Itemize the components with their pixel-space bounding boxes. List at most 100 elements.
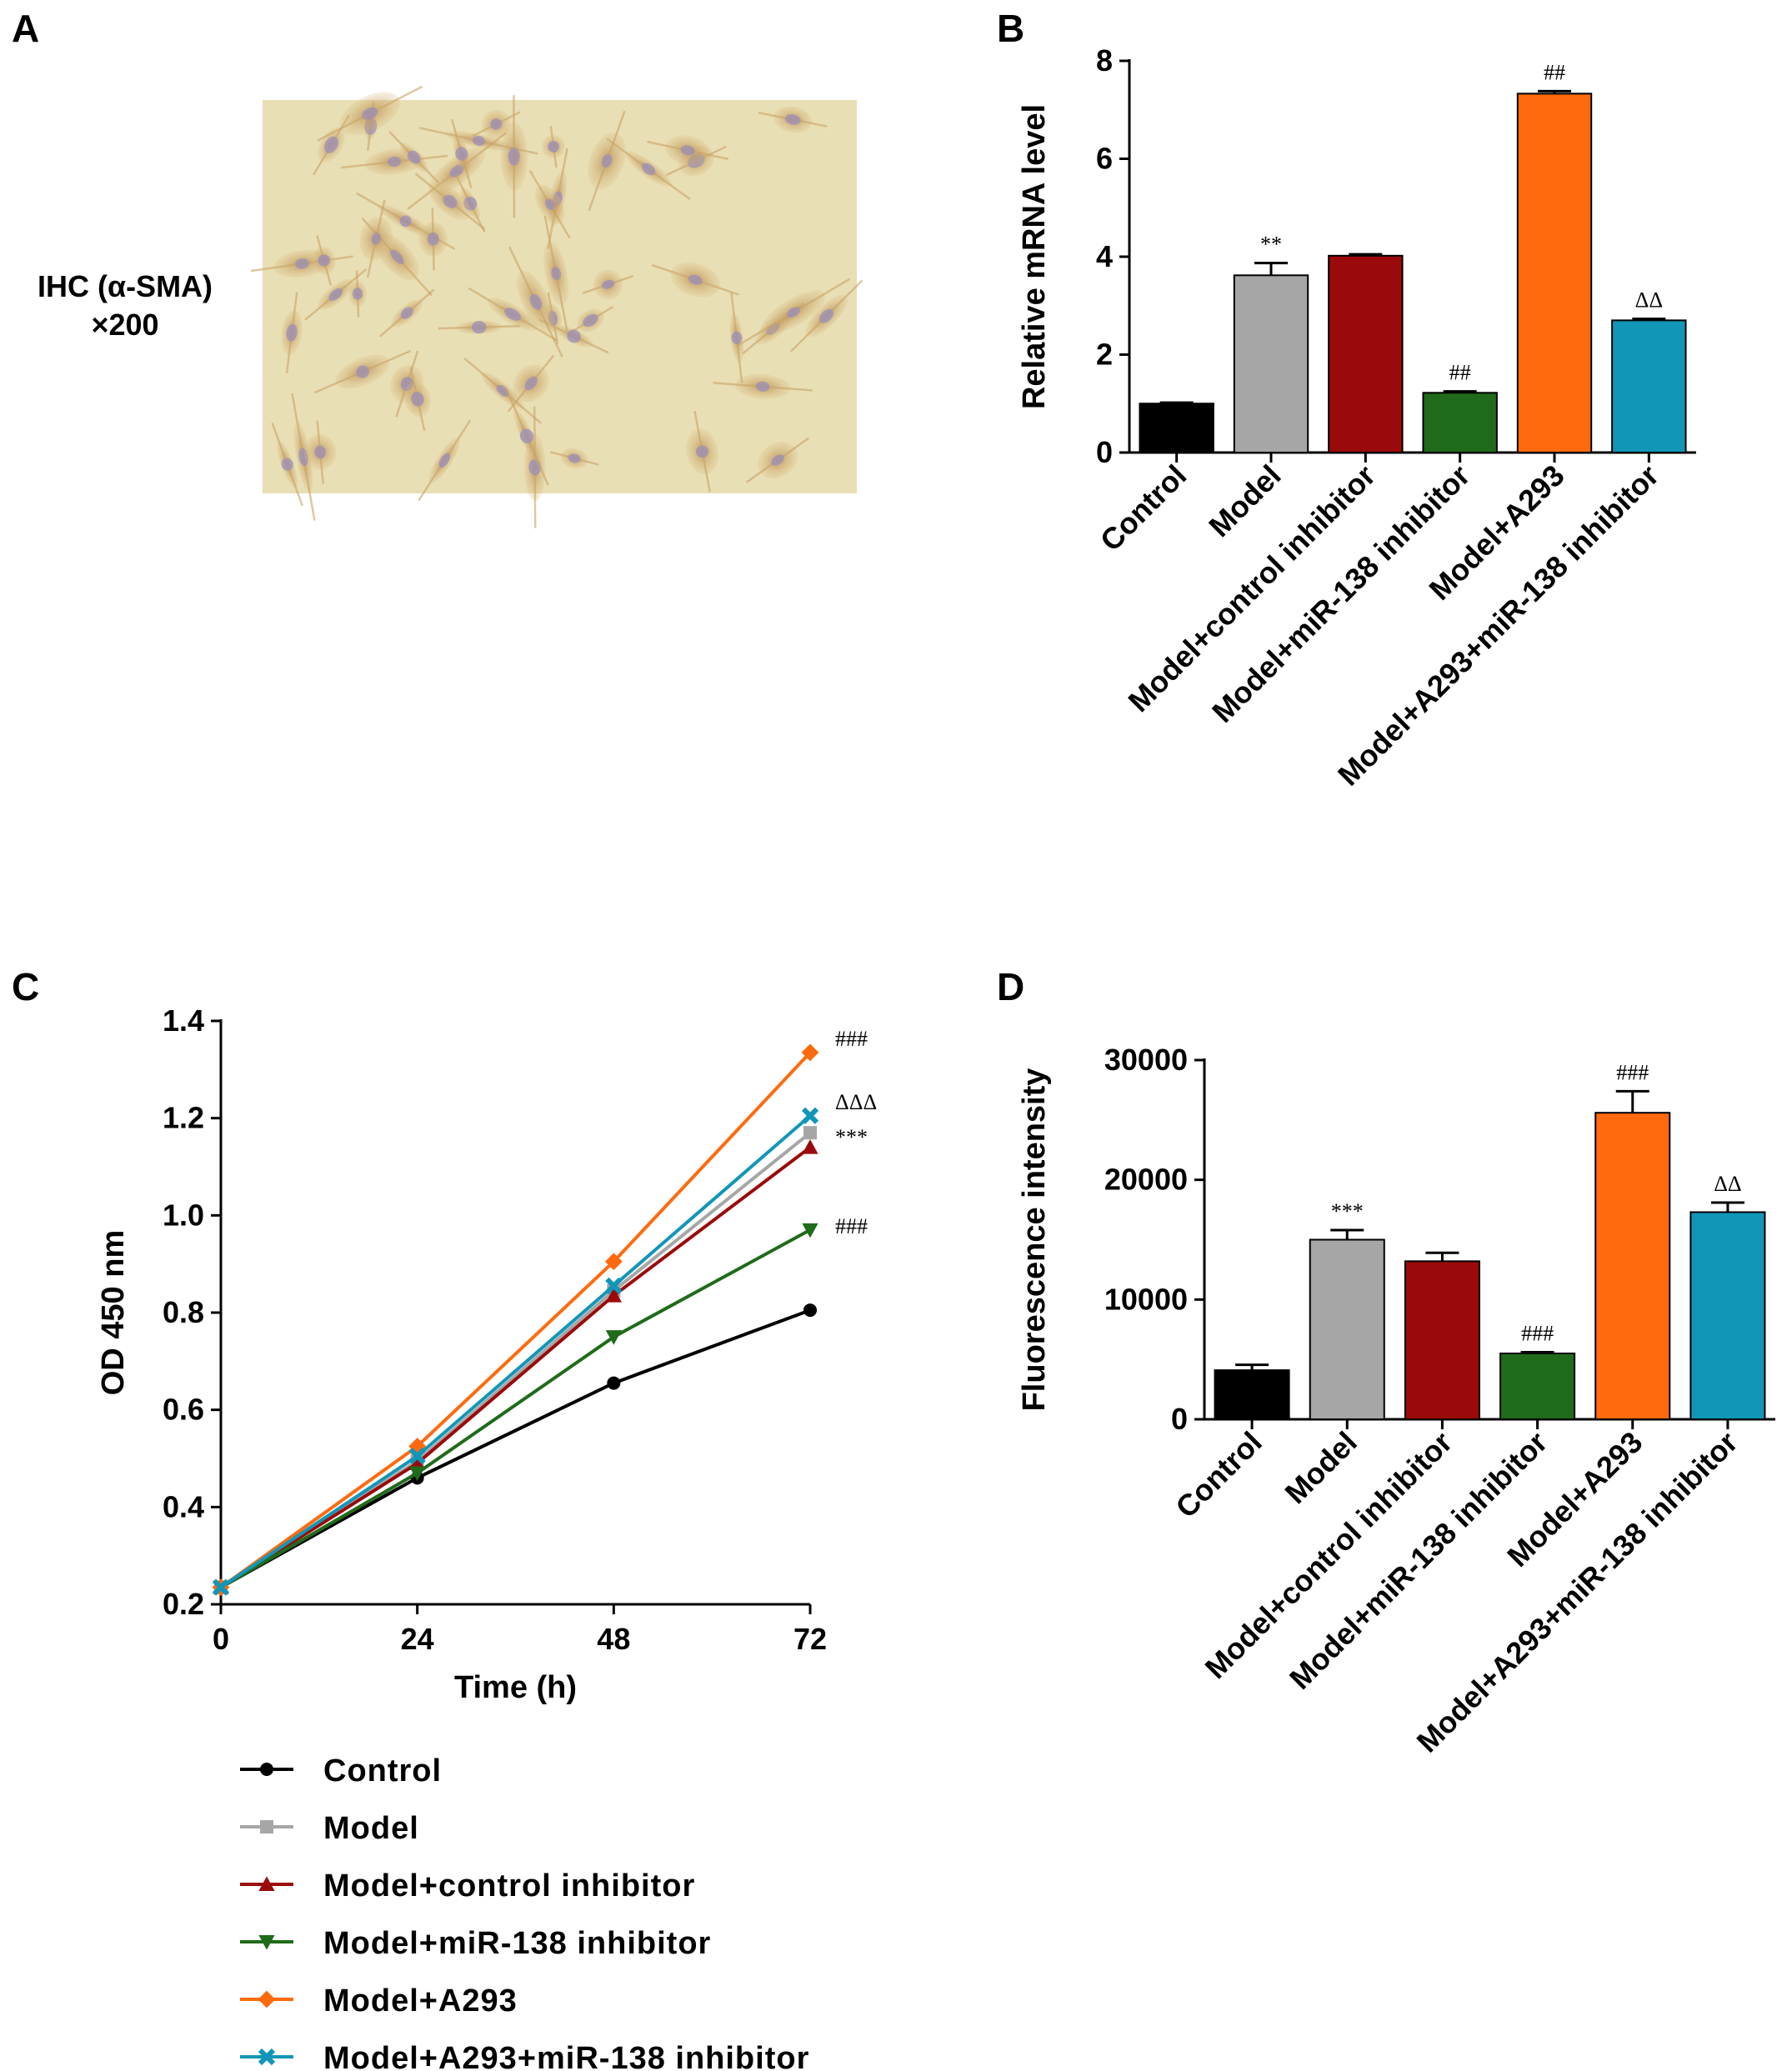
- panel-letter-b: B: [997, 7, 1024, 50]
- series-line: [219, 1131, 812, 1589]
- data-point: [604, 1253, 623, 1271]
- data-point: [212, 1578, 230, 1596]
- micrograph-cell: [418, 419, 472, 502]
- cell-nucleus: [568, 453, 581, 463]
- legend-marker: [260, 1763, 273, 1776]
- cell-nucleus: [544, 198, 555, 210]
- significance-mark: ##: [1544, 60, 1565, 84]
- cell-nucleus: [356, 365, 369, 378]
- cell-nucleus: [399, 215, 412, 228]
- bar-model-mir-138-inhibitor: [1422, 392, 1498, 454]
- micrograph-cell: [789, 279, 863, 353]
- x-tick-label: 48: [597, 1622, 630, 1656]
- series-line: [219, 1114, 812, 1589]
- micrograph-cell: [418, 208, 448, 271]
- micrograph-cell: [543, 215, 569, 332]
- significance-mark: ###: [1616, 1060, 1649, 1084]
- x-category-label: Control: [1169, 1425, 1268, 1524]
- x-axis-title: Time (h): [454, 1670, 577, 1705]
- significance-mark: ΔΔΔ: [835, 1090, 877, 1114]
- y-tick-label: 6: [1096, 142, 1113, 176]
- legend-item-model-control-inhibitor: Model+control inhibitor: [240, 1868, 695, 1903]
- cell-nucleus: [281, 458, 293, 471]
- cell-nucleus: [771, 454, 784, 466]
- panel-letter-d: D: [997, 965, 1024, 1008]
- series-model: [214, 1126, 817, 1594]
- bar-model: [1233, 274, 1309, 454]
- cell-nucleus: [688, 274, 703, 285]
- y-tick-label: 4: [1096, 239, 1113, 273]
- legend-item-control: Control: [240, 1753, 441, 1788]
- significance-mark: ###: [835, 1027, 868, 1051]
- series-model-control-inhibitor: [213, 1139, 818, 1594]
- series-line: [220, 1308, 811, 1589]
- micrograph-cell: [291, 393, 316, 521]
- significance-mark: **: [1260, 233, 1282, 257]
- micrograph-cell: [542, 125, 565, 168]
- bar-control: [1139, 403, 1214, 453]
- x-category-label: Model: [1202, 458, 1288, 544]
- micrograph-cell: [414, 173, 486, 231]
- cell-nucleus: [504, 308, 522, 321]
- marker-stroke: [212, 1578, 230, 1596]
- cell-nucleus: [314, 445, 326, 459]
- cell-nucleus: [295, 258, 309, 269]
- cell-nucleus: [508, 148, 520, 166]
- cell-nucleus: [601, 153, 613, 168]
- micrograph-cell: [528, 170, 571, 239]
- micrograph-cell: [504, 386, 549, 486]
- cell-nucleus: [471, 321, 487, 334]
- series-model-a293: [212, 1043, 819, 1596]
- y-tick-label: 1.0: [163, 1198, 204, 1232]
- magnification-label: ×200: [91, 308, 158, 342]
- micrograph-cell: [281, 292, 303, 373]
- cell-nucleus: [427, 232, 439, 246]
- legend-label: Model+control inhibitor: [323, 1868, 695, 1903]
- y-tick-label: 0.8: [163, 1295, 204, 1329]
- y-tick-label: 10000: [1104, 1282, 1188, 1316]
- y-axis-title: Fluorescence intensity: [1017, 1068, 1052, 1412]
- micrograph-cell: [407, 132, 508, 211]
- micrograph-cell: [651, 262, 739, 298]
- y-tick-label: 0.6: [163, 1393, 204, 1427]
- bar-model-a293-mir-138-inhibitor: [1689, 1211, 1766, 1420]
- micrograph-cell: [303, 420, 337, 484]
- cell-nucleus: [490, 118, 503, 130]
- cell-nucleus: [387, 156, 402, 168]
- cell-nucleus: [548, 140, 560, 153]
- legend-label: Model+miR-138 inhibitor: [323, 1926, 711, 1961]
- cell-nucleus: [786, 307, 800, 318]
- marker-stroke: [605, 1277, 623, 1295]
- series-line: [219, 1051, 812, 1589]
- series-line: [219, 1146, 812, 1589]
- cell-nucleus: [641, 163, 656, 176]
- ihc-stain-label: IHC (α-SMA): [38, 269, 213, 303]
- y-tick-label: 0: [1096, 435, 1113, 469]
- micrograph-cell: [468, 287, 558, 342]
- cell-nucleus: [784, 114, 801, 125]
- legend-item-model: Model: [240, 1811, 418, 1846]
- significance-mark: ΔΔ: [1714, 1172, 1741, 1196]
- micrograph-cell: [313, 114, 350, 176]
- series-model-mir-138-inhibitor: [213, 1223, 818, 1596]
- data-point: [801, 1043, 819, 1062]
- cell-nucleus: [601, 279, 615, 289]
- cell-nucleus: [695, 445, 709, 458]
- micrograph-cell: [388, 130, 440, 184]
- y-tick-label: 1.4: [163, 1003, 204, 1038]
- cell-nucleus: [352, 288, 363, 300]
- cell-nucleus: [455, 147, 468, 161]
- y-tick-label: 0.4: [163, 1489, 204, 1523]
- micrograph-cell: [729, 293, 744, 383]
- series-control: [214, 1303, 817, 1594]
- significance-mark: ###: [1521, 1322, 1554, 1346]
- marker-stroke: [258, 2048, 276, 2066]
- cell-nucleus: [400, 307, 413, 319]
- cell-nucleus: [407, 150, 421, 164]
- legend: Control Model Model+control inhibitor Model…: [240, 1753, 808, 2071]
- data-point: [409, 1455, 426, 1470]
- micrograph-cell: [746, 437, 810, 483]
- micrograph-cell: [438, 320, 520, 334]
